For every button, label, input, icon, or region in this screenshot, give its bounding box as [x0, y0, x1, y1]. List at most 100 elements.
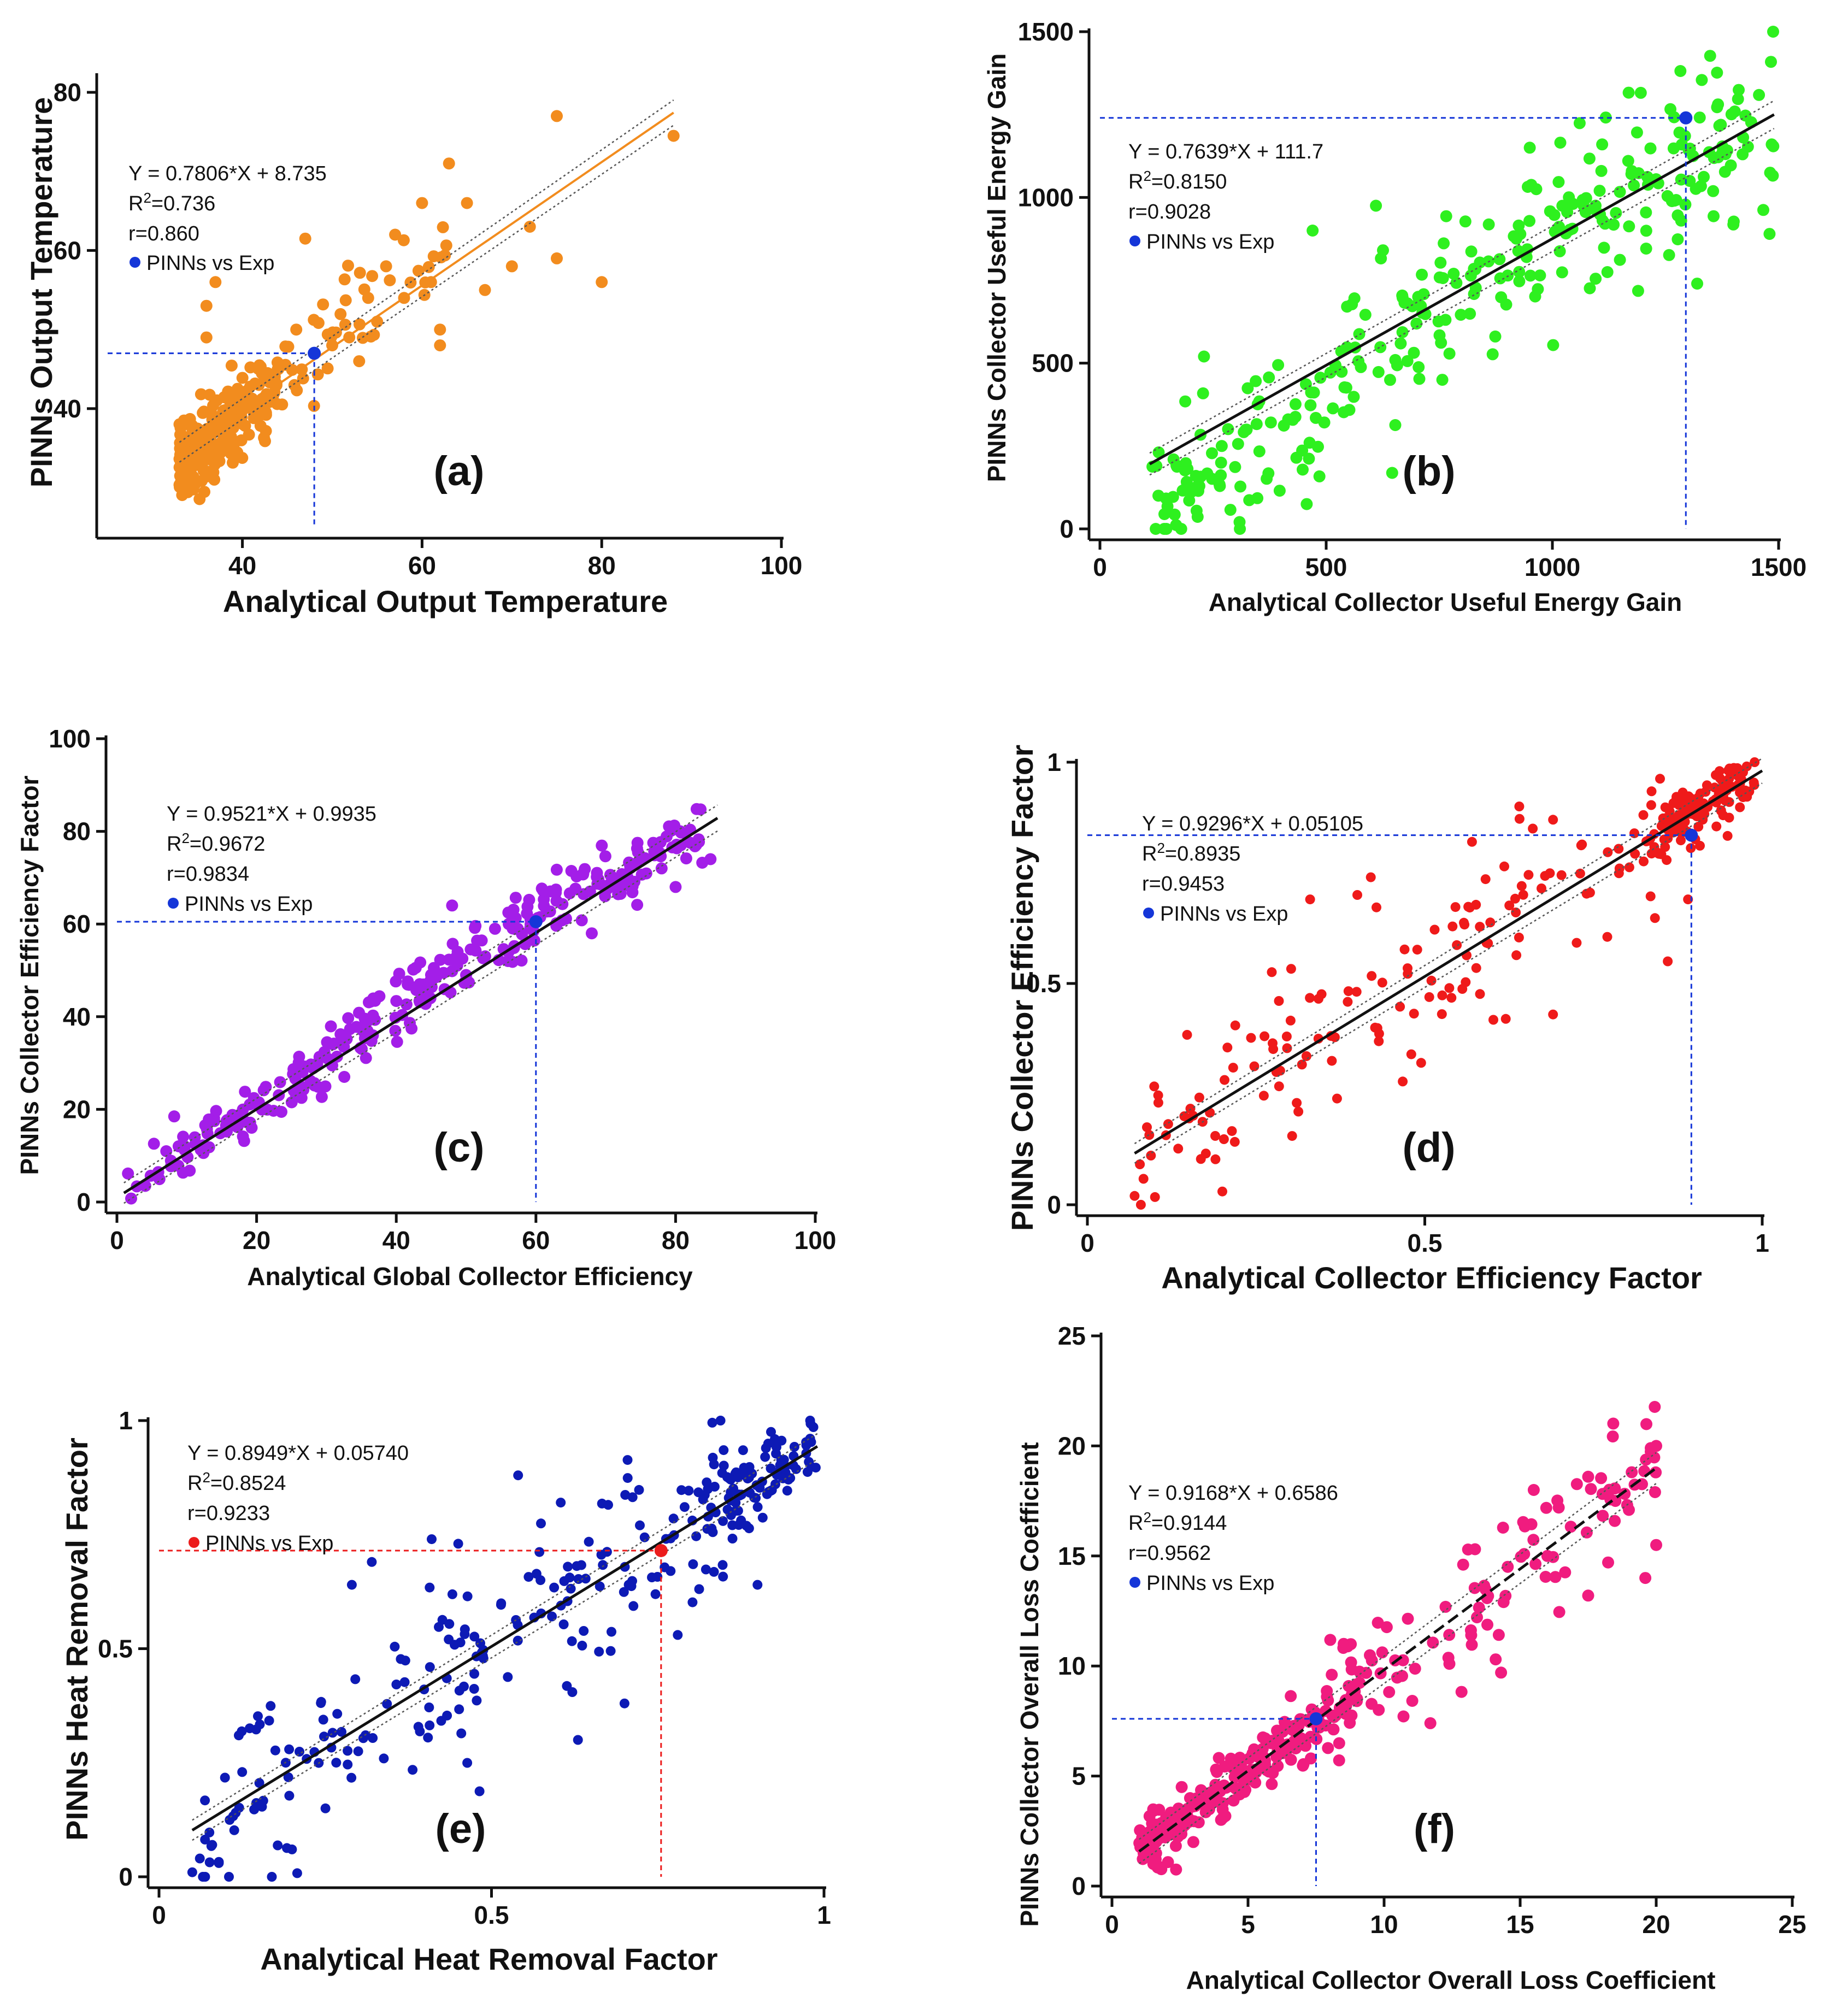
data-point [1549, 1571, 1562, 1583]
data-point [536, 1518, 546, 1529]
data-point [1583, 152, 1596, 165]
data-point [338, 1071, 351, 1083]
x-tick-label: 5 [1241, 1910, 1255, 1939]
data-point [1624, 862, 1634, 873]
data-point [1673, 126, 1686, 139]
data-point [1348, 292, 1361, 304]
data-point [1590, 273, 1602, 285]
data-point [450, 1640, 460, 1650]
y-tick-label: 0 [119, 1863, 133, 1891]
data-point [1443, 1658, 1456, 1670]
data-point [1401, 355, 1414, 367]
data-point [719, 1445, 729, 1456]
legend-label: PINNs vs Exp [185, 893, 313, 916]
data-point [1135, 1159, 1145, 1169]
data-point [237, 1130, 249, 1142]
data-point [369, 1014, 381, 1026]
data-point [266, 1701, 276, 1711]
data-point [1659, 834, 1669, 845]
data-point [1523, 215, 1535, 227]
legend-marker [130, 257, 140, 268]
data-point [1234, 523, 1246, 535]
data-point [257, 1801, 267, 1812]
data-point [1364, 1649, 1376, 1662]
data-point [521, 907, 533, 920]
data-point [1152, 490, 1164, 502]
data-point [599, 850, 611, 863]
data-point [1602, 1556, 1614, 1569]
axes: 0 0.5 1 0 0.5 1 [1026, 748, 1769, 1257]
data-point [718, 1516, 728, 1526]
data-point [1667, 142, 1680, 155]
data-point [195, 388, 207, 400]
y-tick-label: 0.5 [98, 1635, 133, 1663]
x-tick-label: 500 [1305, 553, 1347, 581]
data-point [1639, 856, 1649, 867]
data-point [596, 839, 608, 852]
data-point [1516, 881, 1527, 891]
data-point [1228, 1771, 1241, 1783]
regression-line [191, 1433, 819, 1841]
data-point [1518, 889, 1528, 900]
data-point [551, 110, 563, 122]
data-point [264, 1716, 274, 1726]
data-point [1530, 183, 1543, 196]
data-point [1343, 997, 1353, 1007]
data-point [1718, 810, 1728, 821]
confidence-band-line [179, 125, 674, 463]
data-point [184, 413, 196, 425]
x-tick-label: 40 [382, 1226, 410, 1254]
y-tick-label: 60 [63, 910, 91, 938]
data-point [1272, 359, 1285, 372]
data-point [287, 1844, 297, 1854]
y-axis-title: PINNs Collector Overall Loss Coefficient [1015, 1442, 1044, 1927]
data-point [1211, 1766, 1223, 1778]
y-tick-label: 0 [76, 1188, 91, 1216]
data-point [1727, 215, 1740, 228]
data-point [469, 1669, 479, 1679]
data-point [318, 1715, 328, 1725]
data-point [353, 1746, 363, 1757]
data-point [1628, 179, 1640, 192]
data-point [1553, 1606, 1565, 1618]
data-point [1234, 1762, 1246, 1774]
data-point [1638, 810, 1649, 820]
data-point [1258, 1757, 1270, 1769]
data-point [1146, 1151, 1156, 1160]
data-point [757, 1512, 768, 1523]
data-point [1188, 1815, 1200, 1828]
data-point [354, 267, 366, 279]
data-point [1740, 785, 1751, 796]
data-point [343, 1759, 353, 1770]
x-tick-label: 80 [588, 551, 616, 580]
data-point [1691, 278, 1703, 290]
data-point [203, 447, 215, 460]
data-point [607, 1627, 616, 1637]
data-point [1129, 1191, 1140, 1201]
data-point [1672, 233, 1684, 245]
data-point [1679, 198, 1692, 211]
data-point [423, 975, 436, 988]
data-point [407, 963, 420, 976]
data-point [627, 1492, 638, 1503]
data-point [1537, 883, 1546, 893]
data-point [549, 1582, 560, 1593]
data-point [668, 1513, 679, 1524]
data-point [357, 1024, 369, 1037]
data-point [1585, 887, 1595, 898]
data-point [474, 1786, 485, 1796]
data-point [650, 1589, 661, 1599]
data-point [1366, 1698, 1378, 1710]
data-point [1518, 1548, 1531, 1560]
highlight-point [1685, 828, 1698, 842]
data-point [244, 1098, 256, 1111]
data-point [1262, 467, 1275, 480]
data-point [1602, 932, 1612, 942]
data-point [472, 1695, 482, 1706]
data-point [1341, 301, 1353, 313]
data-point [1172, 1830, 1184, 1843]
data-point [1213, 478, 1226, 491]
regression-line [1138, 1452, 1657, 1864]
data-point [1500, 1014, 1511, 1024]
data-point [198, 437, 210, 450]
